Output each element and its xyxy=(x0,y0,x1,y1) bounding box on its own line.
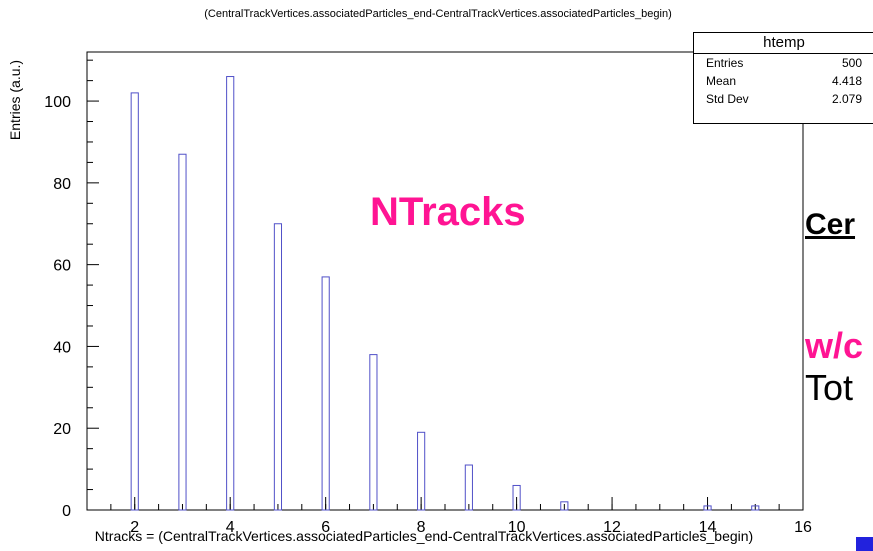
stats-label: Mean xyxy=(706,74,737,88)
x-tick-label: 12 xyxy=(603,519,621,536)
x-tick-label: 8 xyxy=(417,519,426,536)
stats-row-entries: Entries 500 xyxy=(694,54,873,72)
axes-group: 0 20 40 60 80 100 2 4 6 8 10 12 14 16 xyxy=(44,51,812,536)
y-tick-label: 20 xyxy=(53,421,71,438)
ntracks-annotation: NTracks xyxy=(370,190,526,234)
stats-box: htemp Entries 500 Mean 4.418 Std Dev 2.0… xyxy=(693,32,873,124)
x-tick-label: 4 xyxy=(226,519,235,536)
histogram-bar xyxy=(178,153,187,511)
stats-title: htemp xyxy=(694,33,873,54)
histogram-bar xyxy=(464,464,473,511)
histogram-bar xyxy=(560,501,569,511)
histogram-bar xyxy=(226,76,235,511)
x-tick-label: 16 xyxy=(794,519,812,536)
y-axis-label: Entries (a.u.) xyxy=(7,60,23,140)
y-tick-label: 80 xyxy=(53,176,71,193)
histogram-bar xyxy=(321,276,330,511)
stats-value: 2.079 xyxy=(831,92,862,106)
histogram-bar xyxy=(512,484,521,511)
bars-group xyxy=(130,76,760,511)
stats-value: 500 xyxy=(841,56,862,70)
histogram-bar xyxy=(369,354,378,511)
stats-label: Entries xyxy=(706,56,744,70)
stats-row-mean: Mean 4.418 xyxy=(694,72,873,90)
y-tick-label: 60 xyxy=(53,258,71,275)
y-tick-label: 40 xyxy=(53,339,71,356)
stats-row-stddev: Std Dev 2.079 xyxy=(694,90,873,108)
stats-value: 4.418 xyxy=(831,74,862,88)
histogram-bar xyxy=(751,505,760,511)
histogram-bar xyxy=(130,92,139,511)
histogram-bar xyxy=(703,505,712,511)
y-tick-label: 100 xyxy=(44,94,71,111)
corner-decoration xyxy=(856,537,873,551)
x-tick-label: 10 xyxy=(508,519,526,536)
x-tick-label: 14 xyxy=(699,519,717,536)
histogram-bar xyxy=(417,431,426,511)
side-body-text: Tot xyxy=(805,367,854,408)
y-tick-label: 0 xyxy=(62,503,71,520)
side-heading-text: Cer xyxy=(805,208,856,241)
side-accent-text: w/c xyxy=(805,325,864,366)
x-tick-label: 6 xyxy=(321,519,330,536)
histogram-bar xyxy=(273,223,283,511)
x-tick-label: 2 xyxy=(130,519,139,536)
stats-label: Std Dev xyxy=(706,92,749,106)
chart-title: (CentralTrackVertices.associatedParticle… xyxy=(204,8,672,20)
x-axis-label: Ntracks = (CentralTrackVertices.associat… xyxy=(95,528,753,544)
